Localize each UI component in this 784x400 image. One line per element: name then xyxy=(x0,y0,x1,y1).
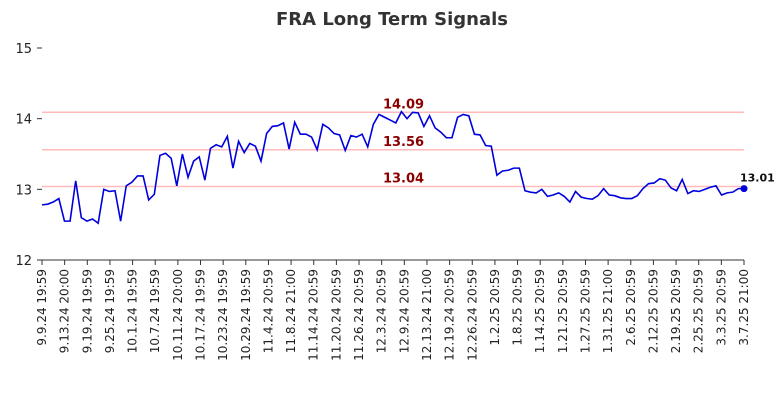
last-point-marker xyxy=(740,185,748,193)
x-tick-label-4: 10.1.24 19:59 xyxy=(126,269,140,353)
x-tick-label-9: 10.29.24 19:59 xyxy=(239,269,253,361)
x-tick-label-21: 1.8.25 20:59 xyxy=(511,269,525,346)
x-tick-label-12: 11.14.24 20:59 xyxy=(307,269,321,361)
y-axis: 12 13 14 15 xyxy=(15,42,42,269)
x-tick-label-5: 10.7.24 19:59 xyxy=(148,269,162,353)
reference-lines: 14.09 13.56 13.04 xyxy=(42,97,744,188)
x-tick-label-19: 12.26.24 20:59 xyxy=(465,269,479,361)
x-tick-label-14: 11.26.24 20:59 xyxy=(352,269,366,361)
x-tick-label-18: 12.19.24 20:59 xyxy=(443,269,457,361)
reference-label-2: 13.04 xyxy=(383,172,424,187)
reference-label-1: 13.56 xyxy=(383,135,424,150)
last-value-label: 13.01 xyxy=(740,172,775,185)
x-tick-label-0: 9.9.24 19:59 xyxy=(35,269,49,346)
x-tick-label-6: 10.11.24 20:00 xyxy=(171,269,185,361)
x-tick-label-1: 9.13.24 20:00 xyxy=(58,269,72,353)
x-tick-label-3: 9.25.24 19:59 xyxy=(103,269,117,353)
x-tick-label-7: 10.17.24 19:59 xyxy=(194,269,208,361)
y-tick-label-1: 13 xyxy=(15,183,32,198)
x-tick-label-25: 1.31.25 21:00 xyxy=(601,269,615,353)
x-tick-label-28: 2.19.25 20:59 xyxy=(669,269,683,353)
y-tick-label-3: 15 xyxy=(15,42,32,57)
x-tick-label-15: 12.3.24 20:59 xyxy=(375,269,389,353)
x-tick-label-27: 2.12.25 20:59 xyxy=(646,269,660,353)
y-tick-label-0: 12 xyxy=(15,254,32,269)
x-axis: 9.9.24 19:59 9.13.24 20:00 9.19.24 19:59 9.… xyxy=(35,259,751,361)
x-tick-label-20: 1.2.25 20:59 xyxy=(488,269,502,346)
x-tick-label-11: 11.8.24 21:00 xyxy=(284,269,298,353)
x-tick-label-23: 1.21.25 20:59 xyxy=(556,269,570,353)
x-tick-label-16: 12.9.24 20:59 xyxy=(397,269,411,353)
x-tick-label-8: 10.23.24 19:59 xyxy=(216,269,230,361)
x-tick-label-22: 1.14.25 20:59 xyxy=(533,269,547,353)
x-tick-label-31: 3.7.25 21:00 xyxy=(737,269,751,346)
x-tick-label-30: 3.3.25 20:59 xyxy=(714,269,728,346)
reference-label-0: 14.09 xyxy=(383,97,424,112)
x-tick-label-17: 12.13.24 21:00 xyxy=(420,269,434,361)
x-tick-label-26: 2.6.25 20:59 xyxy=(624,269,638,346)
y-tick-label-2: 14 xyxy=(15,113,32,128)
x-tick-label-2: 9.19.24 19:59 xyxy=(80,269,94,353)
x-tick-label-24: 1.27.25 20:59 xyxy=(578,269,592,353)
x-tick-label-29: 2.25.25 20:59 xyxy=(692,269,706,353)
x-tick-label-13: 11.20.24 20:59 xyxy=(329,269,343,361)
chart-title: FRA Long Term Signals xyxy=(276,9,508,30)
x-tick-label-10: 11.4.24 20:59 xyxy=(261,269,275,353)
series-line xyxy=(41,110,744,225)
